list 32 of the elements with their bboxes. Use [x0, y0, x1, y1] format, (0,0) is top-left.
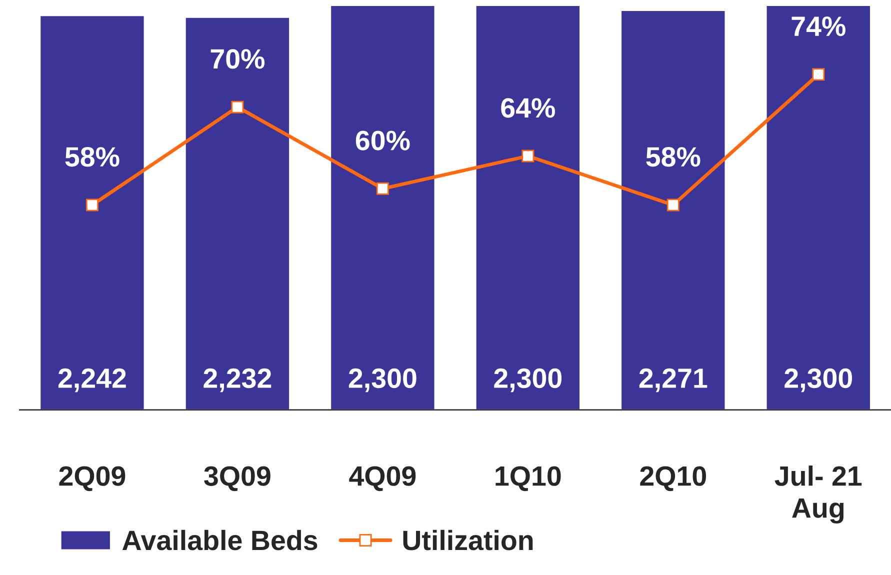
bar: [620, 10, 726, 410]
x-tick-label: 3Q09: [204, 466, 270, 492]
data-label: 58%: [65, 147, 120, 167]
bar: [184, 16, 290, 410]
data-label: 2,232: [204, 368, 272, 392]
x-tick-label: 2Q09: [59, 466, 126, 492]
x-tick-label: Jul- 21 Aug: [774, 466, 862, 524]
point: [666, 198, 680, 212]
legend-label: Available Beds: [122, 530, 318, 550]
data-label: 70%: [210, 49, 265, 69]
bar: [330, 4, 436, 410]
legend-label: Utilization: [403, 530, 533, 550]
data-label: 2,271: [639, 368, 708, 392]
point: [231, 100, 244, 114]
point: [522, 150, 534, 162]
data-label: 2,300: [348, 368, 416, 392]
x-tick-label: 2Q10: [640, 466, 706, 492]
bar: [474, 4, 581, 410]
point: [812, 68, 825, 81]
data-label: 74%: [792, 16, 846, 36]
x-tick-label: 4Q09: [349, 466, 416, 492]
data-label: 64%: [501, 98, 555, 118]
bar: [39, 14, 146, 410]
point: [376, 182, 389, 195]
bar: [765, 4, 872, 410]
point: [86, 198, 98, 212]
x-tick-label: 1Q10: [496, 466, 561, 492]
data-label: 2,300: [494, 368, 562, 392]
data-label: 58%: [646, 147, 700, 167]
data-label: 2,242: [58, 368, 126, 392]
data-label: 60%: [356, 130, 410, 150]
data-label: 2,300: [784, 368, 852, 392]
